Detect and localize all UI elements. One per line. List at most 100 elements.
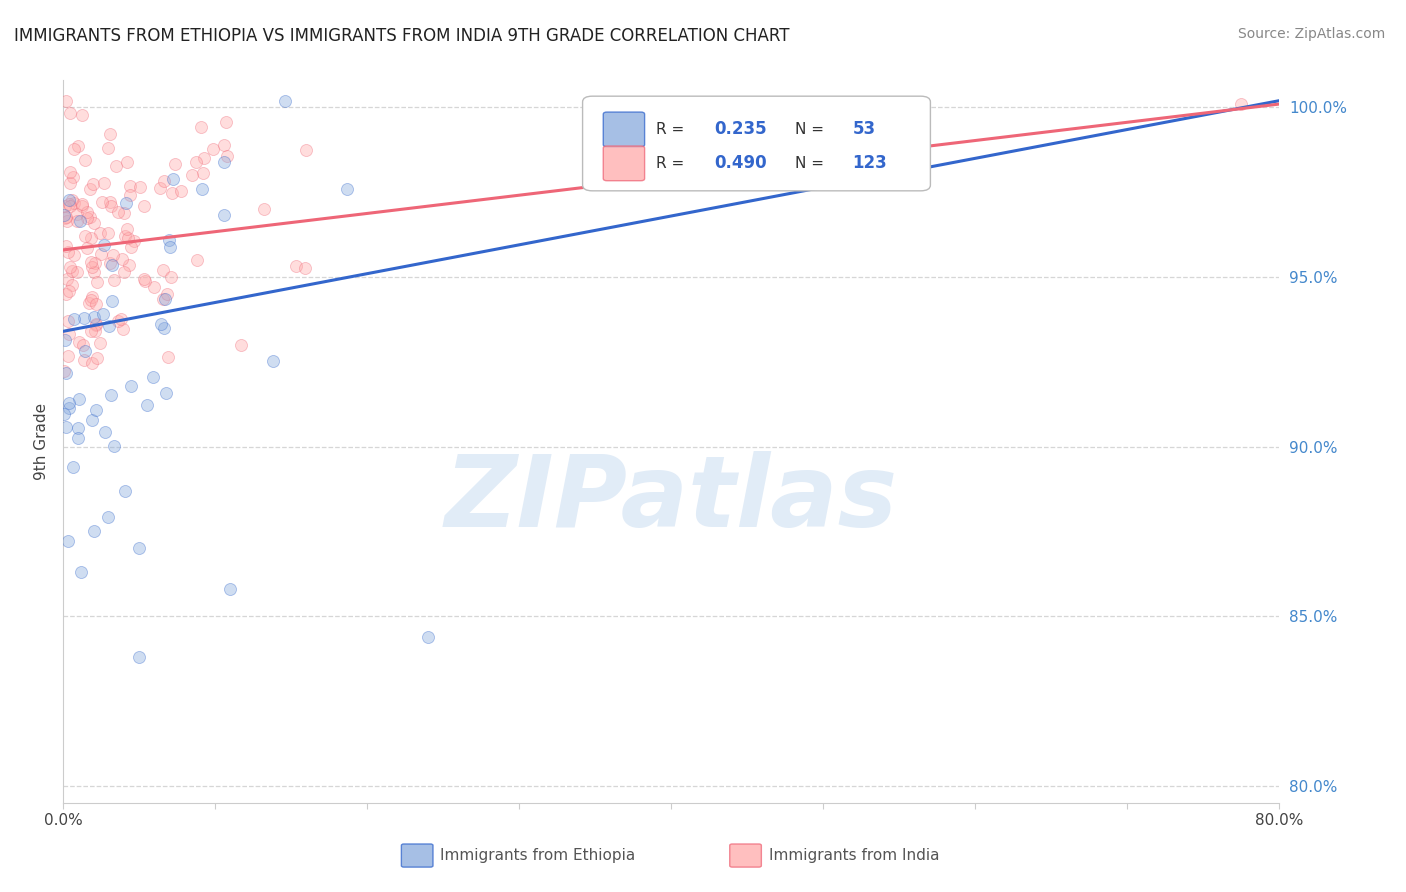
Point <box>100 199 122 213</box>
Point <box>80 231 103 245</box>
Point <box>117 231 139 245</box>
Point <box>56 245 79 260</box>
FancyBboxPatch shape <box>401 844 433 867</box>
Point <box>162 186 184 200</box>
Point <box>159 233 181 247</box>
Text: ZIPatlas: ZIPatlas <box>444 450 898 548</box>
Point <box>93 237 115 252</box>
Point <box>215 115 238 129</box>
Text: 123: 123 <box>852 154 887 172</box>
Point <box>60 263 83 277</box>
Point <box>73 229 96 244</box>
Text: R =: R = <box>655 156 689 171</box>
Point <box>98 256 121 270</box>
Point <box>193 151 215 165</box>
Point <box>115 155 138 169</box>
Point <box>152 320 174 334</box>
Point <box>66 207 89 221</box>
Point <box>159 240 181 254</box>
Point <box>66 420 89 434</box>
Point <box>59 198 82 212</box>
Point <box>101 258 124 272</box>
Point <box>111 252 134 266</box>
Point <box>55 238 77 252</box>
Point <box>52 208 75 222</box>
Point <box>83 310 105 324</box>
Point <box>93 176 115 190</box>
Point <box>202 142 225 156</box>
Point <box>79 211 101 225</box>
Point <box>114 228 136 243</box>
Point <box>86 351 108 365</box>
Point <box>212 208 235 222</box>
Point <box>117 222 139 236</box>
Point <box>155 385 177 400</box>
Point <box>56 534 79 549</box>
Point <box>93 425 115 439</box>
Point <box>152 293 174 307</box>
Point <box>91 194 114 209</box>
Point <box>128 541 150 556</box>
Point <box>114 483 136 498</box>
Point <box>53 211 76 225</box>
Point <box>134 199 156 213</box>
Text: R =: R = <box>655 122 689 136</box>
Point <box>80 324 103 338</box>
Point <box>63 142 86 156</box>
Point <box>76 204 98 219</box>
Text: Immigrants from India: Immigrants from India <box>769 848 939 863</box>
Point <box>294 143 316 157</box>
Point <box>66 265 89 279</box>
Point <box>84 317 107 331</box>
Point <box>91 307 114 321</box>
Point <box>82 177 104 191</box>
Point <box>58 396 80 410</box>
Point <box>97 319 120 334</box>
Point <box>70 197 93 211</box>
Point <box>132 272 155 286</box>
Point <box>97 141 120 155</box>
Point <box>80 260 103 274</box>
Point <box>53 333 76 347</box>
Point <box>62 170 84 185</box>
FancyBboxPatch shape <box>582 96 931 191</box>
FancyBboxPatch shape <box>603 112 644 147</box>
Point <box>112 206 135 220</box>
Text: N =: N = <box>796 156 830 171</box>
Text: 0.490: 0.490 <box>714 154 766 172</box>
Point <box>193 166 215 180</box>
Point <box>90 247 112 261</box>
Point <box>112 265 135 279</box>
Point <box>53 199 76 213</box>
Point <box>152 263 174 277</box>
Point <box>76 211 98 226</box>
Point <box>120 188 142 202</box>
Point <box>82 355 104 369</box>
Point <box>191 182 214 196</box>
Point <box>262 354 284 368</box>
Text: N =: N = <box>796 122 830 136</box>
Point <box>59 105 82 120</box>
Point <box>122 234 145 248</box>
Point <box>186 252 208 267</box>
Point <box>59 260 82 275</box>
Point <box>83 264 105 278</box>
Point <box>150 317 173 331</box>
Point <box>110 312 132 326</box>
Point <box>84 297 107 311</box>
Point <box>83 216 105 230</box>
Point <box>129 180 152 194</box>
Point <box>107 204 129 219</box>
Point <box>56 349 79 363</box>
Text: Source: ZipAtlas.com: Source: ZipAtlas.com <box>1237 27 1385 41</box>
Point <box>111 322 134 336</box>
Point <box>70 108 93 122</box>
Point <box>170 184 193 198</box>
Point <box>231 337 253 351</box>
Point <box>120 240 142 254</box>
Y-axis label: 9th Grade: 9th Grade <box>34 403 49 480</box>
Point <box>70 565 93 579</box>
Point <box>98 195 121 210</box>
Point <box>142 370 165 384</box>
Point <box>84 256 107 270</box>
